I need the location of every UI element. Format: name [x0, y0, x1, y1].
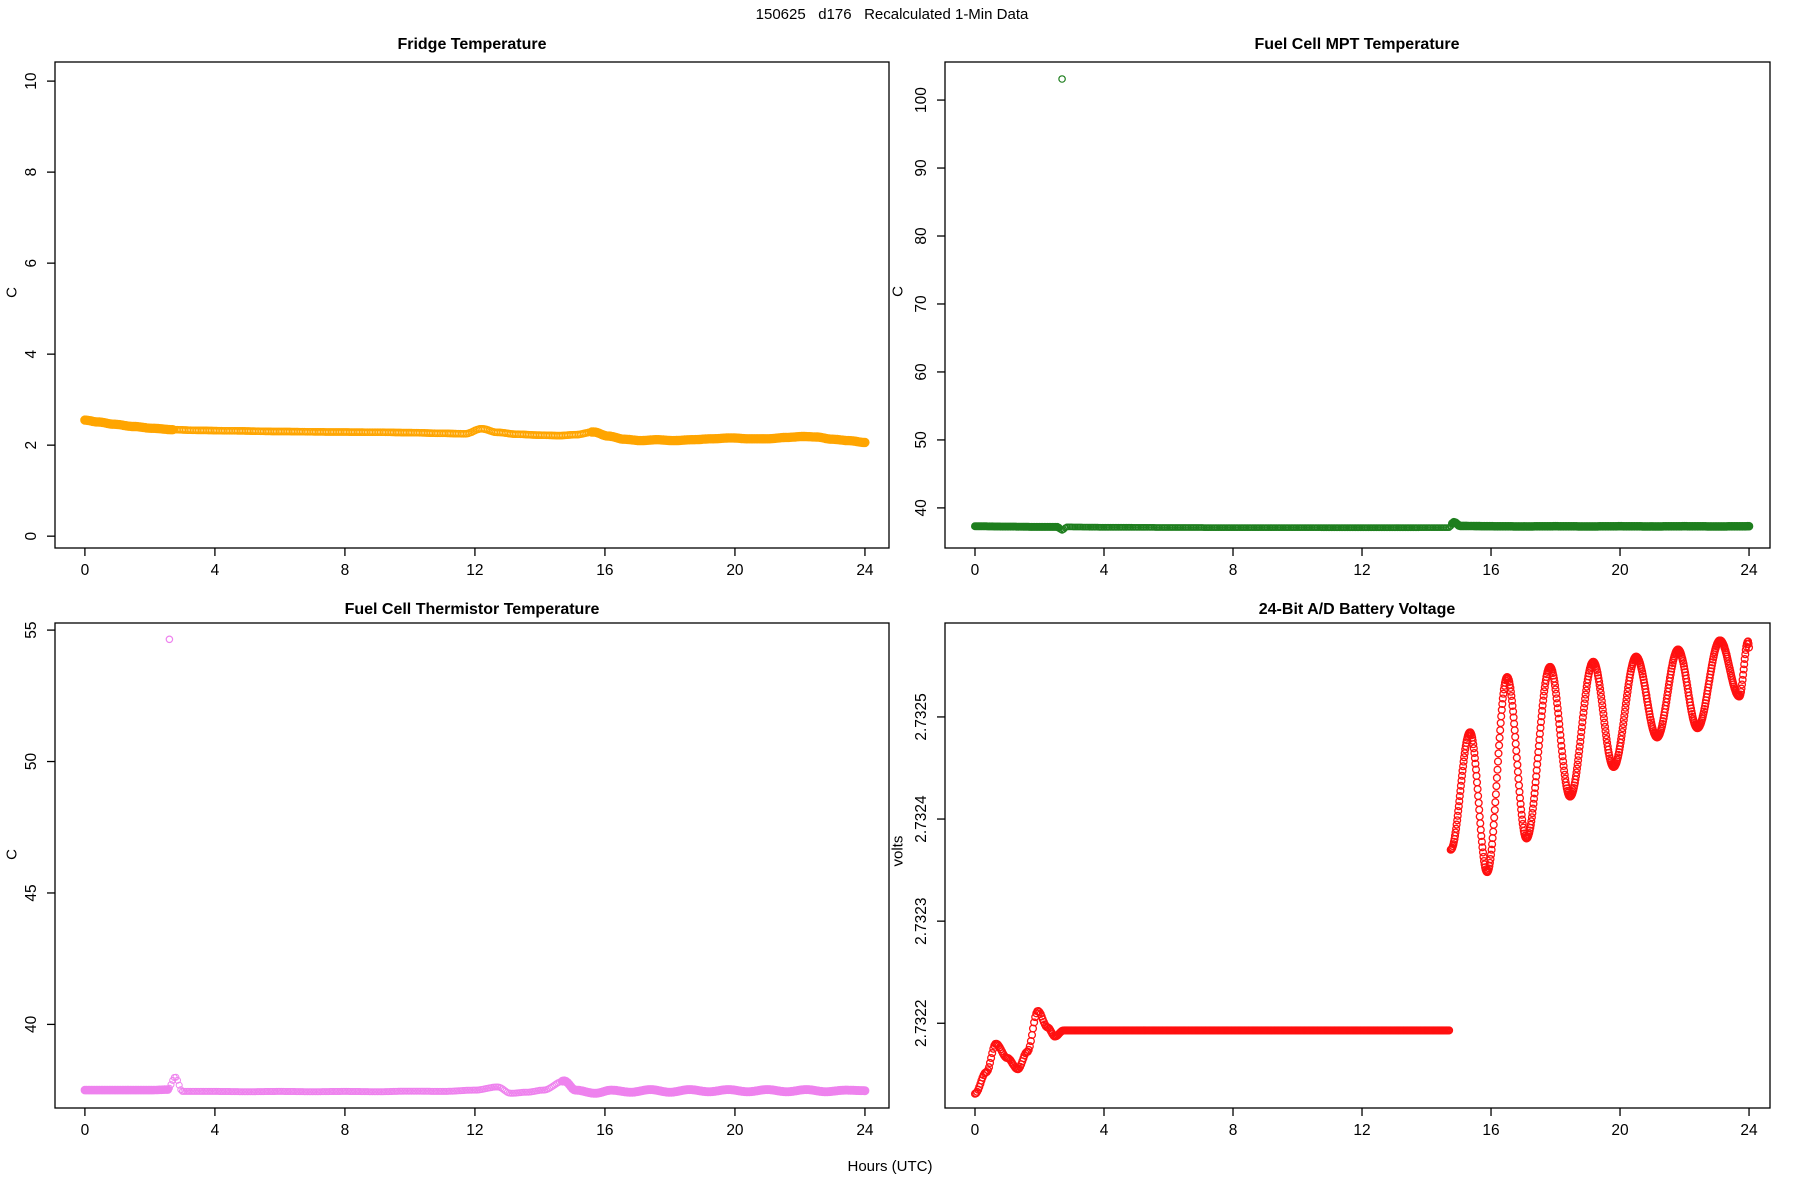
svg-text:8: 8: [1229, 1122, 1238, 1139]
svg-text:2: 2: [23, 441, 40, 450]
svg-text:45: 45: [23, 884, 40, 901]
svg-text:40: 40: [23, 1015, 40, 1033]
panel-title-fridge: Fridge Temperature: [397, 36, 547, 53]
svg-text:50: 50: [23, 753, 40, 771]
svg-text:0: 0: [971, 1122, 980, 1139]
svg-text:8: 8: [341, 1122, 350, 1139]
svg-text:4: 4: [1100, 562, 1109, 579]
svg-text:4: 4: [1100, 1122, 1109, 1139]
panel-title-battery: 24-Bit A/D Battery Voltage: [1258, 601, 1456, 618]
svg-text:10: 10: [23, 72, 40, 90]
svg-text:12: 12: [1353, 562, 1370, 579]
svg-text:16: 16: [1482, 562, 1499, 579]
svg-text:6: 6: [23, 259, 40, 268]
svg-text:16: 16: [596, 1122, 613, 1139]
svg-text:40: 40: [913, 499, 930, 517]
svg-text:4: 4: [211, 562, 220, 579]
svg-text:60: 60: [913, 363, 930, 381]
svg-text:24: 24: [856, 1122, 874, 1139]
svg-text:70: 70: [913, 295, 930, 313]
figure-title: 150625 d176 Recalculated 1-Min Data: [755, 6, 1029, 23]
svg-text:20: 20: [726, 562, 744, 579]
svg-text:20: 20: [1611, 1122, 1629, 1139]
svg-text:0: 0: [23, 531, 40, 540]
svg-text:16: 16: [596, 562, 613, 579]
svg-text:0: 0: [971, 562, 980, 579]
panel-title-thermistor: Fuel Cell Thermistor Temperature: [344, 601, 600, 618]
svg-text:8: 8: [23, 168, 40, 177]
svg-text:90: 90: [913, 159, 930, 177]
svg-text:12: 12: [1353, 1122, 1370, 1139]
svg-text:8: 8: [341, 562, 350, 579]
svg-text:2.7323: 2.7323: [913, 897, 930, 944]
svg-text:24: 24: [1740, 562, 1758, 579]
x-axis-label: Hours (UTC): [847, 1158, 933, 1175]
svg-text:20: 20: [726, 1122, 744, 1139]
svg-text:2.7324: 2.7324: [913, 795, 930, 843]
svg-text:100: 100: [913, 87, 930, 113]
svg-text:4: 4: [211, 1122, 220, 1139]
svg-text:2.7325: 2.7325: [913, 693, 930, 740]
svg-text:12: 12: [466, 562, 483, 579]
svg-text:8: 8: [1229, 562, 1238, 579]
svg-text:16: 16: [1482, 1122, 1499, 1139]
svg-text:0: 0: [81, 562, 90, 579]
svg-text:24: 24: [1740, 1122, 1758, 1139]
svg-text:24: 24: [856, 562, 874, 579]
svg-text:0: 0: [81, 1122, 90, 1139]
svg-text:55: 55: [23, 621, 40, 638]
svg-text:2.7322: 2.7322: [913, 1000, 930, 1047]
svg-text:12: 12: [466, 1122, 483, 1139]
svg-text:80: 80: [913, 227, 930, 245]
panel-title-mpt: Fuel Cell MPT Temperature: [1254, 36, 1460, 53]
svg-text:4: 4: [23, 349, 40, 358]
svg-text:20: 20: [1611, 562, 1629, 579]
svg-text:50: 50: [913, 431, 930, 449]
